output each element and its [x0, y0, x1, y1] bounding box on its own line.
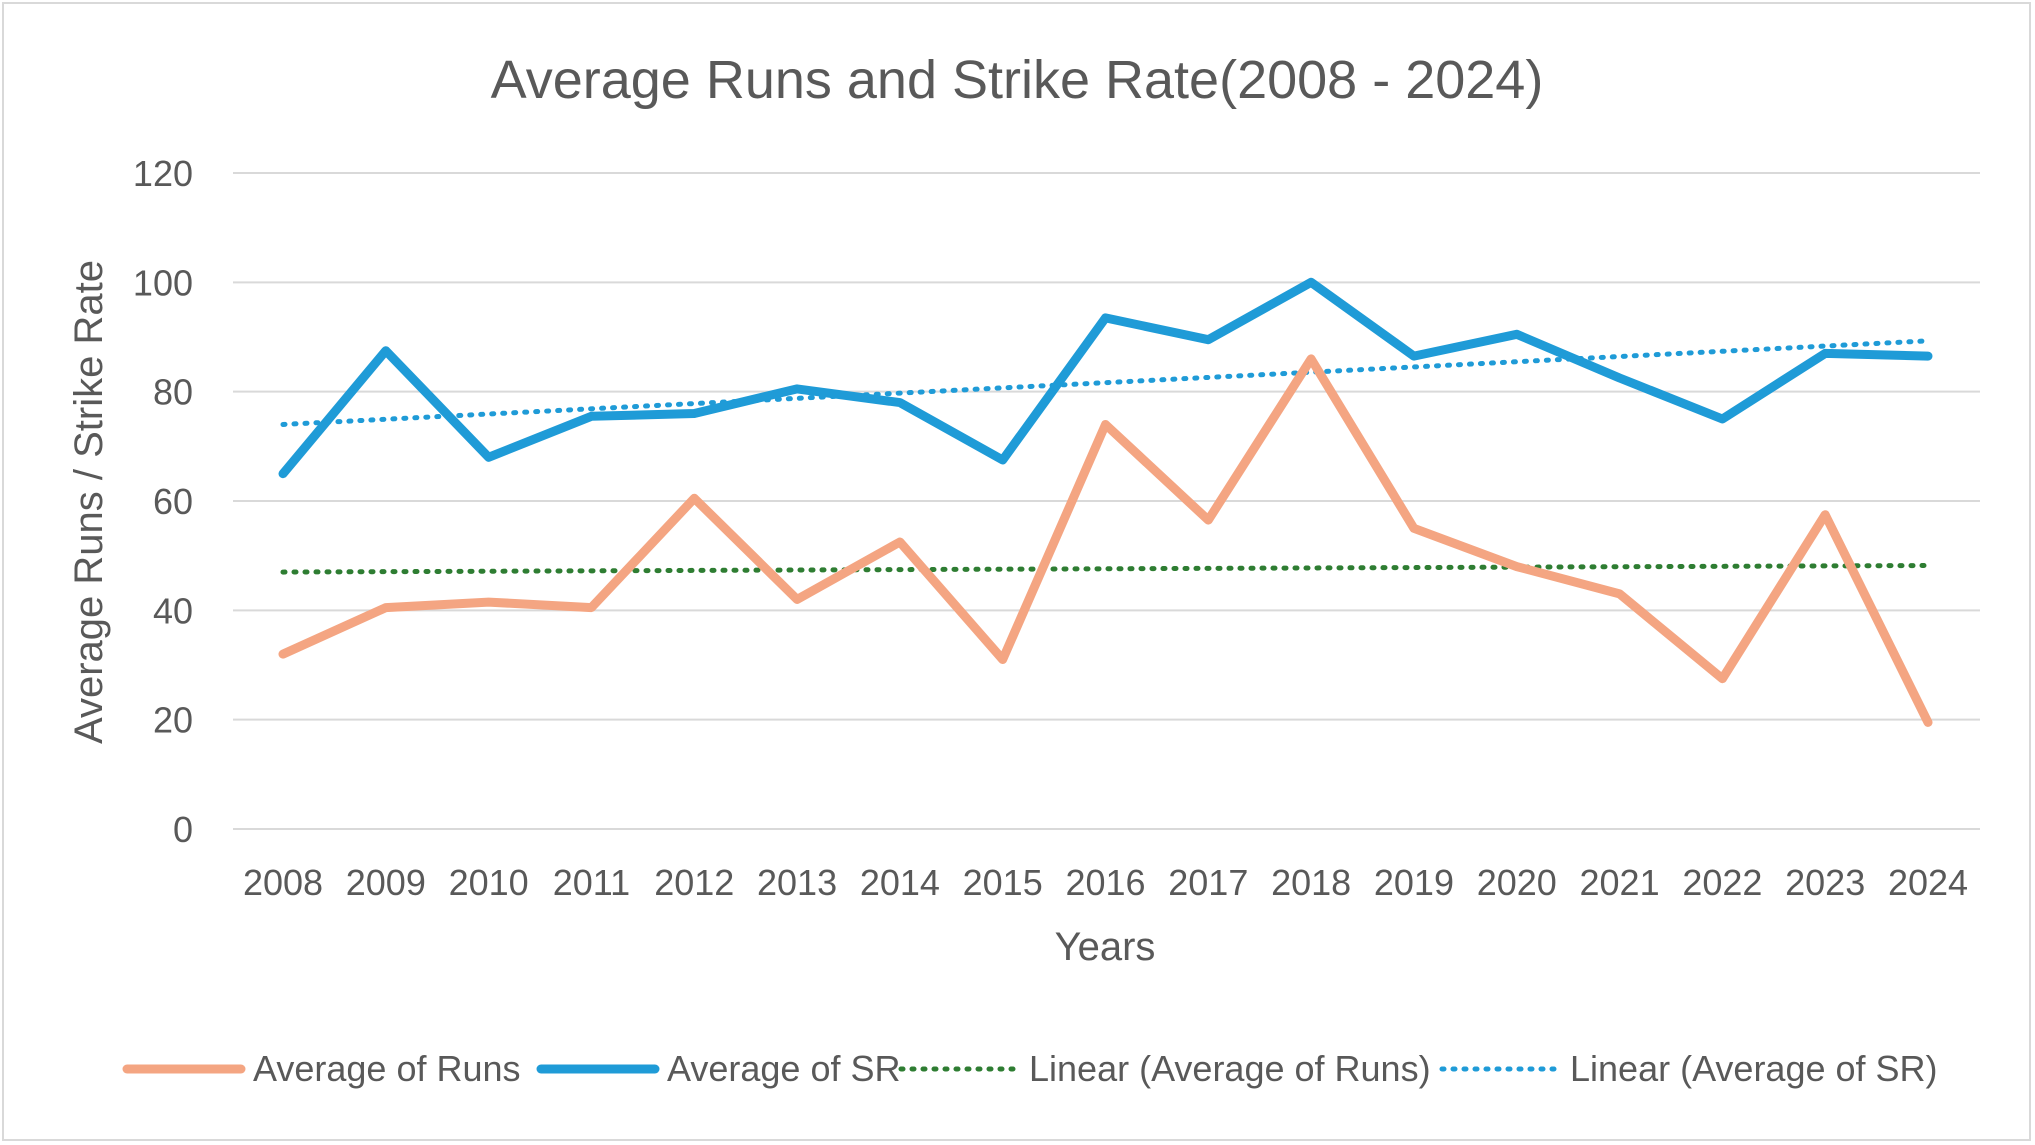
data-point — [1002, 659, 1004, 661]
grid — [233, 172, 1980, 830]
legend-label: Average of SR — [667, 1048, 900, 1089]
x-tick-label: 2010 — [449, 862, 529, 903]
legend-label: Linear (Average of SR) — [1570, 1048, 1938, 1089]
data-point — [1927, 355, 1929, 357]
data-point — [1516, 333, 1518, 335]
x-tick-label: 2017 — [1168, 862, 1248, 903]
y-tick-label: 80 — [153, 372, 193, 413]
x-tick-label: 2015 — [963, 862, 1043, 903]
y-tick-label: 20 — [153, 700, 193, 741]
x-tick-label: 2020 — [1477, 862, 1557, 903]
data-point — [282, 473, 284, 475]
series — [278, 277, 1933, 727]
data-point — [1413, 527, 1415, 529]
data-point — [1619, 377, 1621, 379]
y-axis-title: Average Runs / Strike Rate — [67, 260, 111, 744]
legend: Average of Runs Average of SR Linear (Aver… — [122, 1048, 1938, 1089]
data-point — [385, 350, 387, 352]
data-point — [1207, 519, 1209, 521]
data-point — [899, 402, 901, 404]
x-tick-label: 2019 — [1374, 862, 1454, 903]
data-point — [1413, 355, 1415, 357]
y-tick-label: 40 — [153, 590, 193, 631]
y-tick-label: 100 — [133, 262, 193, 303]
data-point — [1105, 423, 1107, 425]
data-point — [590, 607, 592, 609]
chart-title: Average Runs and Strike Rate(2008 - 2024… — [491, 50, 1544, 110]
data-point — [796, 388, 798, 390]
data-point — [1721, 678, 1723, 680]
y-axis-ticks: 0 20 40 60 80 100 120 — [133, 153, 193, 850]
data-point — [385, 607, 387, 609]
x-tick-label: 2021 — [1580, 862, 1660, 903]
x-tick-label: 2024 — [1888, 862, 1968, 903]
x-tick-label: 2013 — [757, 862, 837, 903]
data-point — [1310, 358, 1312, 360]
x-tick-label: 2009 — [346, 862, 426, 903]
data-point — [1927, 721, 1929, 723]
y-tick-label: 0 — [173, 809, 193, 850]
legend-label: Average of Runs — [253, 1048, 521, 1089]
data-point — [693, 497, 695, 499]
data-point — [1310, 281, 1312, 283]
data-point — [1516, 566, 1518, 568]
series-line-0 — [278, 354, 1933, 727]
data-point — [488, 456, 490, 458]
x-tick-label: 2008 — [243, 862, 323, 903]
data-point — [488, 601, 490, 603]
data-point — [1105, 317, 1107, 319]
data-point — [796, 598, 798, 600]
x-tick-label: 2022 — [1682, 862, 1762, 903]
x-tick-label: 2011 — [553, 862, 630, 903]
x-tick-label: 2016 — [1065, 862, 1145, 903]
data-point — [1824, 514, 1826, 516]
legend-label: Linear (Average of Runs) — [1029, 1048, 1431, 1089]
trendlines — [280, 338, 1931, 575]
data-point — [1002, 459, 1004, 461]
x-tick-label: 2014 — [860, 862, 940, 903]
data-point — [1824, 352, 1826, 354]
x-tick-label: 2012 — [654, 862, 734, 903]
x-tick-label: 2018 — [1271, 862, 1351, 903]
data-point — [282, 653, 284, 655]
data-point — [693, 413, 695, 415]
data-point — [1619, 593, 1621, 595]
x-tick-label: 2023 — [1785, 862, 1865, 903]
data-point — [1721, 418, 1723, 420]
series-line-1 — [278, 277, 1933, 479]
y-tick-label: 120 — [133, 153, 193, 194]
data-point — [590, 415, 592, 417]
y-tick-label: 60 — [153, 481, 193, 522]
x-axis-title: Years — [1055, 925, 1156, 969]
data-point — [899, 541, 901, 543]
x-axis-ticks: 2008 2009 2010 2011 2012 2013 2014 2015 2016 2017… — [243, 862, 1968, 903]
trendline-1 — [280, 338, 1931, 427]
trendline-0 — [280, 563, 1931, 575]
data-point — [1207, 339, 1209, 341]
